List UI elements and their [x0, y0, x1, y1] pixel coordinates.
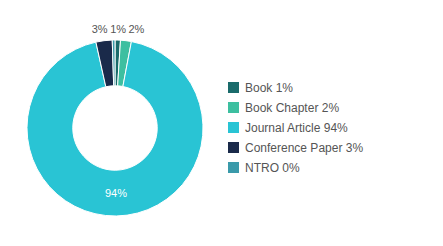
chart-container: 1%2% 94% 3% Book 1% Book Chapter 2% Journal A…: [0, 0, 443, 246]
legend-label: Book Chapter 2%: [245, 101, 339, 115]
legend-label: Journal Article 94%: [245, 121, 348, 135]
data-label: 3%: [92, 23, 108, 35]
legend-swatch: [228, 162, 239, 173]
legend-label: NTRO 0%: [245, 161, 300, 175]
chart: 1%2% 94% 3% Book 1% Book Chapter 2% Journal A…: [0, 0, 443, 246]
legend: Book 1% Book Chapter 2% Journal Article 94…: [228, 81, 363, 175]
legend-swatch: [228, 142, 239, 153]
data-labels: 1%2% 94% 3%: [92, 23, 145, 200]
data-label: 2%: [128, 23, 144, 35]
donut-slice: [112, 40, 115, 86]
legend-label: Conference Paper 3%: [245, 141, 363, 155]
slices: [27, 40, 203, 216]
legend-swatch: [228, 82, 239, 93]
legend-swatch: [228, 102, 239, 113]
data-label: 1%: [110, 23, 126, 35]
donut-slice: [96, 40, 114, 87]
data-label: 94%: [105, 187, 127, 199]
legend-label: Book 1%: [245, 81, 293, 95]
legend-swatch: [228, 122, 239, 133]
